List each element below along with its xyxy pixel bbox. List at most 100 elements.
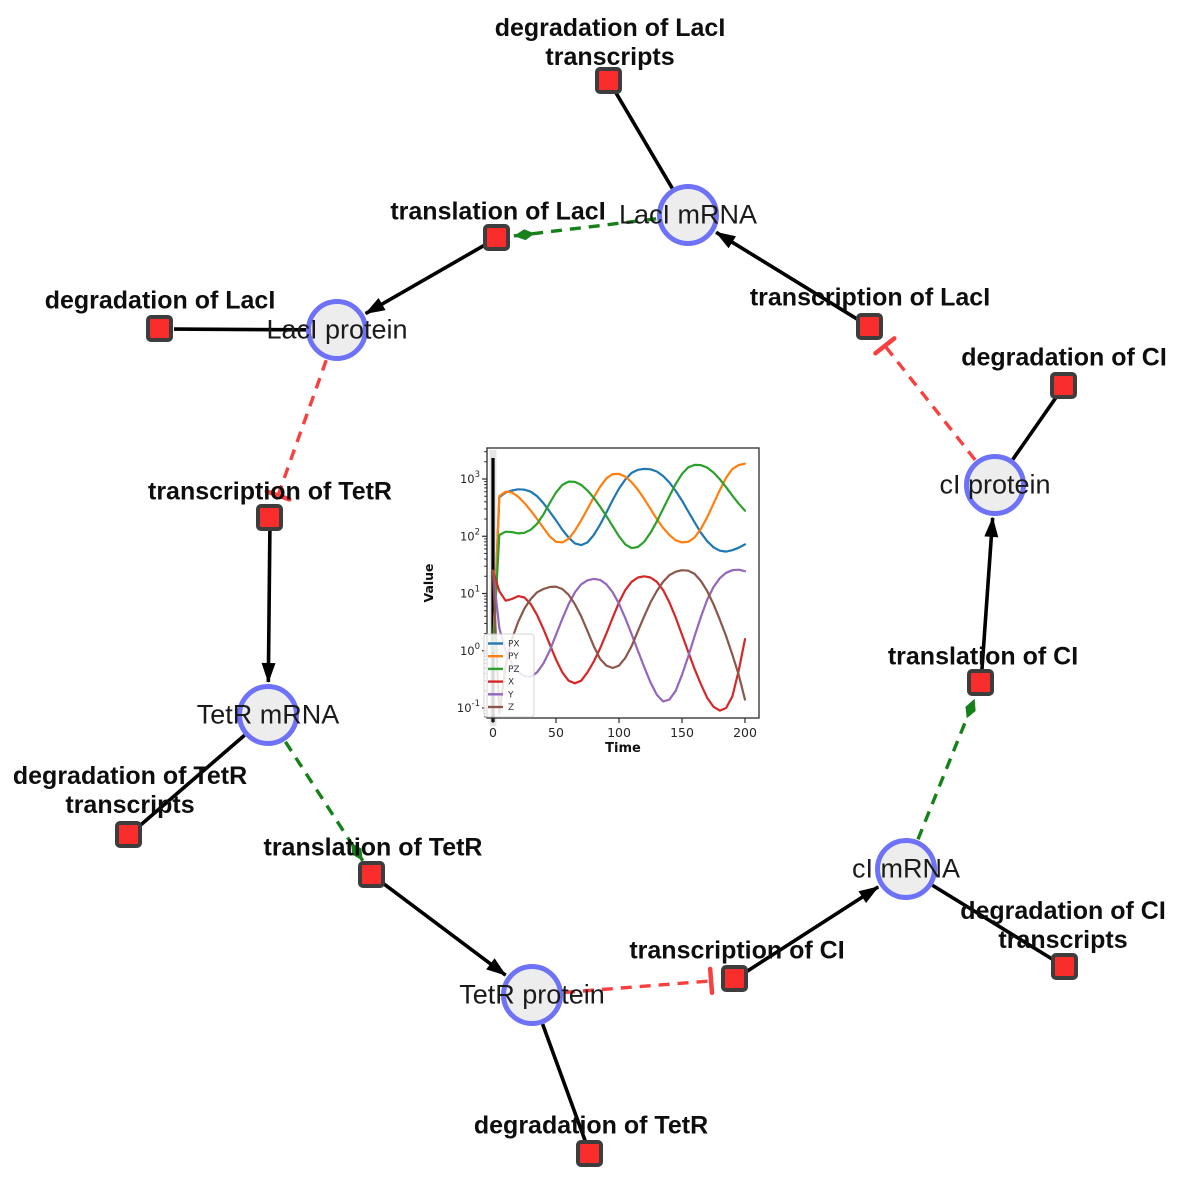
reaction-node-deg-laci-tx[interactable]: [595, 67, 622, 94]
species-node-laci-protein[interactable]: [306, 299, 368, 361]
reaction-label-deg-ci: degradation of CI: [961, 344, 1167, 373]
y-tick-label: 101: [460, 585, 480, 601]
species-label-laci-mrna: LacI mRNA: [618, 199, 758, 230]
reaction-node-tx-laci[interactable]: [856, 313, 883, 340]
reaction-label-line: degradation of TetR: [473, 1111, 709, 1140]
reaction-node-deg-tetr[interactable]: [576, 1140, 603, 1167]
reaction-label-line: transcription of TetR: [148, 477, 392, 506]
reaction-label-line: degradation of CI: [961, 343, 1167, 372]
reaction-node-tx-ci[interactable]: [721, 965, 748, 992]
reaction-label-line: transcription of CI: [629, 936, 845, 965]
reaction-label-line: transcripts: [998, 926, 1128, 954]
legend-label-px: PX: [508, 640, 520, 650]
legend-label-z: Z: [508, 703, 514, 713]
reaction-node-deg-ci[interactable]: [1050, 372, 1077, 399]
time-course-chart: 0 50 100 150 200Time10-1100101102103ValuePXP…: [421, 447, 760, 756]
reaction-node-tl-laci[interactable]: [483, 224, 510, 251]
reaction-label-tx-ci: transcription of CI: [629, 937, 844, 966]
edge-modifier-laci_mrna-tl_laci: [513, 217, 657, 241]
reaction-node-deg-tetr-tx[interactable]: [115, 821, 142, 848]
y-axis-label: Value: [421, 563, 436, 602]
legend-box: [483, 633, 535, 718]
legend-label-x: X: [508, 678, 514, 688]
legend-label-py: PY: [508, 652, 519, 662]
reaction-node-tx-tetr[interactable]: [256, 504, 283, 531]
species-node-tetr-mrna[interactable]: [237, 684, 299, 746]
legend-label-y: Y: [507, 690, 514, 700]
reaction-node-deg-ci-tx[interactable]: [1051, 953, 1078, 980]
x-tick-label: 0: [489, 725, 497, 740]
x-tick-label: 150: [670, 725, 694, 740]
x-axis-label: Time: [605, 741, 641, 756]
edge-production-tx_laci-laci_mrna: [715, 230, 860, 322]
legend-label-pz: PZ: [508, 665, 520, 675]
reaction-label-line: translation of TetR: [263, 833, 483, 862]
edge-inhibition-tetr_protein-tx_ci: [563, 966, 715, 996]
edge-consumption-tetr_protein-deg_tetr: [540, 1023, 587, 1142]
edge-production-tl_ci-ci_protein: [980, 516, 999, 671]
series-line-pz: [491, 463, 747, 652]
species-label-tetr-protein: TetR protein: [459, 979, 605, 1010]
edge-production-tl_laci-laci_protein: [364, 242, 487, 316]
edge-consumption-ci_mrna-deg_ci_tx: [931, 883, 1055, 962]
edge-modifier-ci_mrna-tl_ci: [916, 698, 977, 840]
reaction-label-line: degradation of CI: [960, 897, 1166, 925]
reaction-node-deg-laci[interactable]: [146, 315, 173, 342]
reaction-node-tl-tetr[interactable]: [358, 861, 385, 888]
y-tick-label: 10-1: [457, 699, 480, 715]
edge-consumption-ci_protein-deg_ci: [1011, 396, 1058, 461]
species-node-tetr-protein[interactable]: [501, 964, 563, 1026]
edge-inhibition-laci_protein-tx_tetr: [264, 359, 328, 502]
species-node-laci-mrna[interactable]: [657, 184, 719, 246]
reaction-node-tl-ci[interactable]: [967, 669, 994, 696]
reaction-label-line: degradation of LacI: [44, 286, 276, 315]
reaction-label-tl-laci: translation of LacI: [390, 198, 605, 227]
reaction-label-deg-tetr-tx: degradation of TetR transcripts: [13, 762, 247, 820]
reaction-label-tl-ci: translation of CI: [888, 643, 1078, 672]
y-tick-label: 103: [460, 470, 480, 486]
y-tick-label: 100: [460, 642, 480, 658]
reaction-label-tl-tetr: translation of TetR: [264, 834, 483, 863]
reaction-label-deg-laci-tx: degradation of LacI transcripts: [495, 14, 726, 72]
reaction-label-line: transcripts: [65, 791, 195, 819]
reaction-label-tx-laci: transcription of LacI: [750, 284, 990, 313]
axes-frame: [486, 447, 760, 719]
series-line-y: [491, 568, 747, 703]
reaction-label-line: translation of LacI: [390, 197, 606, 226]
series-line-z: [491, 569, 747, 715]
series-line-px: [491, 467, 747, 652]
reaction-label-line: transcripts: [545, 43, 675, 71]
species-label-ci-protein: cI protein: [939, 469, 1051, 500]
edge-production-tx_ci-ci_mrna: [744, 885, 880, 974]
species-label-ci-mrna: cI mRNA: [852, 853, 960, 884]
edge-consumption-laci_mrna-deg_laci_tx: [614, 92, 674, 190]
reaction-label-line: translation of CI: [887, 642, 1079, 671]
reaction-label-line: degradation of TetR: [12, 762, 248, 790]
edge-modifier-tetr_mrna-tl_tetr: [284, 740, 365, 862]
x-tick-label: 50: [548, 725, 564, 740]
edge-production-tx_tetr-tetr_mrna: [261, 530, 276, 684]
x-tick-label: 200: [733, 725, 757, 740]
reaction-label-line: degradation of LacI: [494, 14, 726, 42]
reaction-label-deg-ci-tx: degradation of CI transcripts: [960, 897, 1166, 955]
edge-production-tl_tetr-tetr_protein: [381, 881, 507, 977]
chart-legend: PX PY PZ XYZ: [483, 633, 535, 718]
reaction-label-tx-tetr: transcription of TetR: [148, 478, 392, 507]
edge-consumption-laci_protein-deg_laci: [173, 327, 307, 332]
species-label-laci-protein: LacI protein: [266, 314, 408, 345]
edge-consumption-tetr_mrna-deg_tetr_tx: [138, 733, 246, 828]
species-node-ci-protein[interactable]: [964, 454, 1026, 516]
species-label-tetr-mrna: TetR mRNA: [196, 699, 340, 730]
reaction-label-deg-tetr: degradation of TetR: [474, 1112, 708, 1141]
time-course-inset: 0 50 100 150 200 Time 10-1 100 101 102 103 Value PX P…: [420, 430, 776, 760]
y-tick-label: 102: [460, 527, 480, 543]
reaction-label-deg-laci: degradation of LacI: [45, 287, 276, 316]
edge-inhibition-ci_protein-tx_laci: [873, 336, 977, 461]
reaction-label-line: transcription of LacI: [749, 283, 991, 312]
species-node-ci-mrna[interactable]: [875, 838, 937, 900]
series-line-py: [491, 462, 747, 652]
x-tick-label: 100: [607, 725, 631, 740]
